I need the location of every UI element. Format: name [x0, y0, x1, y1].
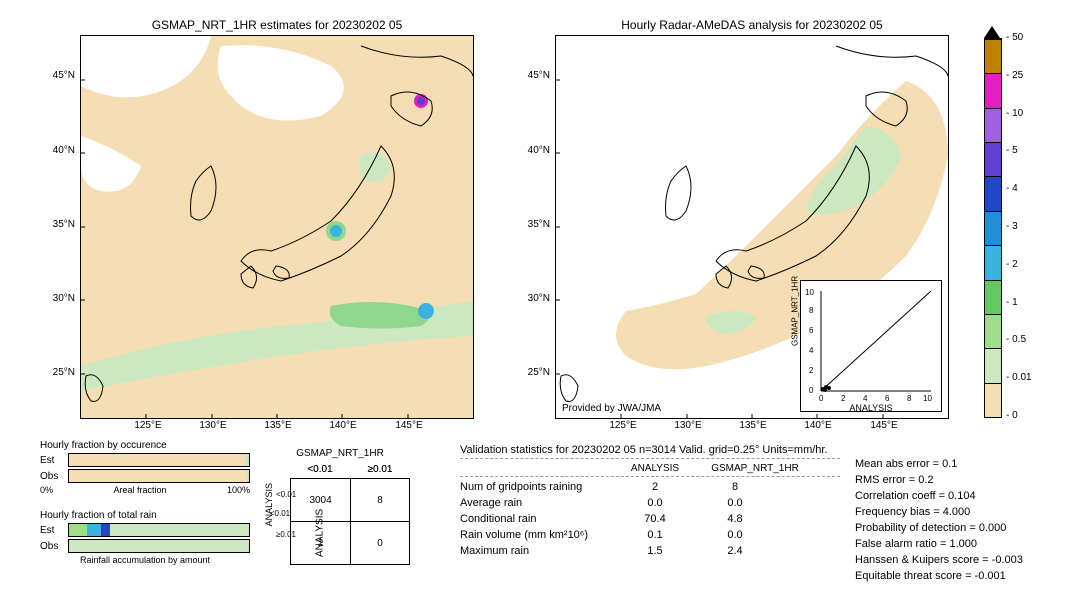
stats-row: Rain volume (mm km²10⁶)0.10.0 [460, 529, 840, 541]
svg-text:0: 0 [819, 394, 824, 403]
colorbar-tick: - 1 [1006, 297, 1018, 308]
stats-row: Average rain0.00.0 [460, 497, 840, 509]
metric-row: RMS error = 0.2 [855, 474, 1065, 486]
left-ytick-40: 40°N [35, 145, 75, 156]
svg-text:2: 2 [841, 394, 846, 403]
right-map-title: Hourly Radar-AMeDAS analysis for 2023020… [621, 18, 882, 32]
stats-row: Num of gridpoints raining28 [460, 481, 840, 493]
left-ytick-30: 30°N [35, 293, 75, 304]
scatter-inset: 024 6810 024 6810 ANALYSIS GSMAP_NRT_1HR [800, 280, 942, 412]
svg-text:10: 10 [923, 394, 932, 403]
colorbar-tick: - 3 [1006, 221, 1018, 232]
contingency-table: GSMAP_NRT_1HR <0.01 ≥0.01 ANALYSIS <0.01… [270, 448, 410, 573]
svg-text:8: 8 [907, 394, 912, 403]
inset-xlabel: ANALYSIS [849, 403, 892, 413]
colorbar-cap-icon [984, 26, 1000, 38]
hbar-row: Obs [40, 469, 250, 483]
svg-text:10: 10 [805, 288, 814, 297]
colorbar-tick: - 10 [1006, 108, 1023, 119]
svg-text:6: 6 [809, 326, 814, 335]
colorbar-tick: - 4 [1006, 183, 1018, 194]
svg-text:6: 6 [885, 394, 890, 403]
left-ytick-35: 35°N [35, 219, 75, 230]
svg-text:4: 4 [809, 346, 814, 355]
colorbar-tick: - 0 [1006, 410, 1018, 421]
stats-row: Maximum rain1.52.4 [460, 545, 840, 557]
stats-row: Conditional rain70.44.8 [460, 513, 840, 525]
left-ytick-45: 45°N [35, 70, 75, 81]
hbar-row: Est [40, 453, 250, 467]
svg-text:2: 2 [809, 366, 814, 375]
occurrence-bars: Hourly fraction by occurence EstObs 0% A… [40, 440, 250, 495]
metric-row: False alarm ratio = 1.000 [855, 538, 1065, 550]
metric-row: Probability of detection = 0.000 [855, 522, 1065, 534]
metric-row: Equitable threat score = -0.001 [855, 570, 1065, 582]
metric-row: Mean abs error = 0.1 [855, 458, 1065, 470]
metric-row: Correlation coeff = 0.104 [855, 490, 1065, 502]
colorbar-tick: - 0.01 [1006, 372, 1032, 383]
colorbar-tick: - 0.5 [1006, 334, 1026, 345]
total-rain-bars: Hourly fraction of total rain EstObs Rai… [40, 510, 250, 565]
svg-text:0: 0 [809, 386, 814, 395]
svg-text:4: 4 [863, 394, 868, 403]
left-map: GSMAP_NRT_1HR estimates for 20230202 05 [80, 35, 474, 419]
colorbar-tick: - 5 [1006, 145, 1018, 156]
left-map-title: GSMAP_NRT_1HR estimates for 20230202 05 [152, 18, 403, 32]
colorbar-tick: - 50 [1006, 32, 1023, 43]
provider-text: Provided by JWA/JMA [562, 403, 661, 414]
metric-row: Frequency bias = 4.000 [855, 506, 1065, 518]
metrics-list: Mean abs error = 0.1 RMS error = 0.2 Corre… [855, 458, 1065, 586]
colorbar-tick: - 25 [1006, 70, 1023, 81]
hbar-row: Obs [40, 539, 250, 553]
left-ytick-25: 25°N [35, 367, 75, 378]
colorbar-tick: - 2 [1006, 259, 1018, 270]
colorbar [984, 38, 1002, 418]
metric-row: Hanssen & Kuipers score = -0.003 [855, 554, 1065, 566]
inset-ylabel: GSMAP_NRT_1HR [791, 276, 800, 346]
hbar-row: Est [40, 523, 250, 537]
svg-text:8: 8 [809, 306, 814, 315]
right-map: Hourly Radar-AMeDAS analysis for 2023020… [555, 35, 949, 419]
validation-stats: Validation statistics for 20230202 05 n=… [460, 444, 840, 561]
